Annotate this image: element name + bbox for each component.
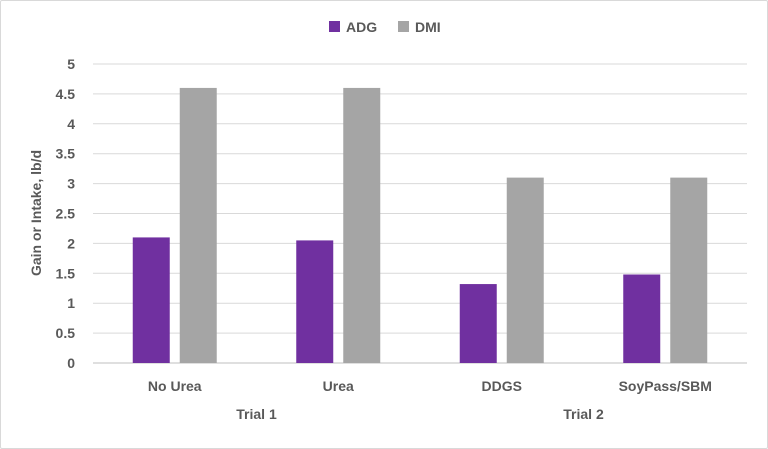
bar-adg-0 xyxy=(132,237,170,363)
x-category-label: DDGS xyxy=(482,378,522,394)
y-tick-label: 2.5 xyxy=(56,206,76,222)
legend-swatch-adg xyxy=(329,21,340,32)
x-category-label: No Urea xyxy=(148,378,202,394)
x-group-label: Trial 1 xyxy=(236,406,277,422)
y-tick-label: 5 xyxy=(67,56,75,72)
bar-dmi-2 xyxy=(506,177,544,363)
y-tick-label: 2 xyxy=(67,235,75,251)
bar-dmi-3 xyxy=(670,177,708,363)
y-tick-label: 1.5 xyxy=(56,265,76,281)
bar-dmi-0 xyxy=(179,87,217,364)
legend-label-dmi: DMI xyxy=(415,19,441,35)
y-tick-label: 4.5 xyxy=(56,86,76,102)
y-tick-label: 1 xyxy=(67,295,75,311)
bar-adg-1 xyxy=(296,240,334,363)
y-axis-ticks: 0 0.5 1 1.5 2 2.5 3 3.5 4 4.5 5 xyxy=(56,56,76,371)
x-category-label: SoyPass/SBM xyxy=(619,378,712,394)
y-tick-label: 0.5 xyxy=(56,325,76,341)
bar-adg-2 xyxy=(459,284,497,363)
x-group-label: Trial 2 xyxy=(563,406,604,422)
bars xyxy=(132,87,708,364)
x-axis-categories: No Urea Urea DDGS SoyPass/SBM xyxy=(148,378,712,394)
y-axis-title: Gain or Intake, lb/d xyxy=(28,150,44,276)
x-category-label: Urea xyxy=(323,378,354,394)
y-tick-label: 3.5 xyxy=(56,146,76,162)
legend-label-adg: ADG xyxy=(346,19,377,35)
x-axis-groups: Trial 1 Trial 2 xyxy=(236,406,604,422)
y-tick-label: 4 xyxy=(67,116,75,132)
bar-dmi-1 xyxy=(343,87,381,364)
y-tick-label: 0 xyxy=(67,355,75,371)
y-tick-label: 3 xyxy=(67,176,75,192)
bar-adg-3 xyxy=(623,274,661,363)
legend-swatch-dmi xyxy=(398,21,409,32)
legend: ADG DMI xyxy=(329,19,441,35)
